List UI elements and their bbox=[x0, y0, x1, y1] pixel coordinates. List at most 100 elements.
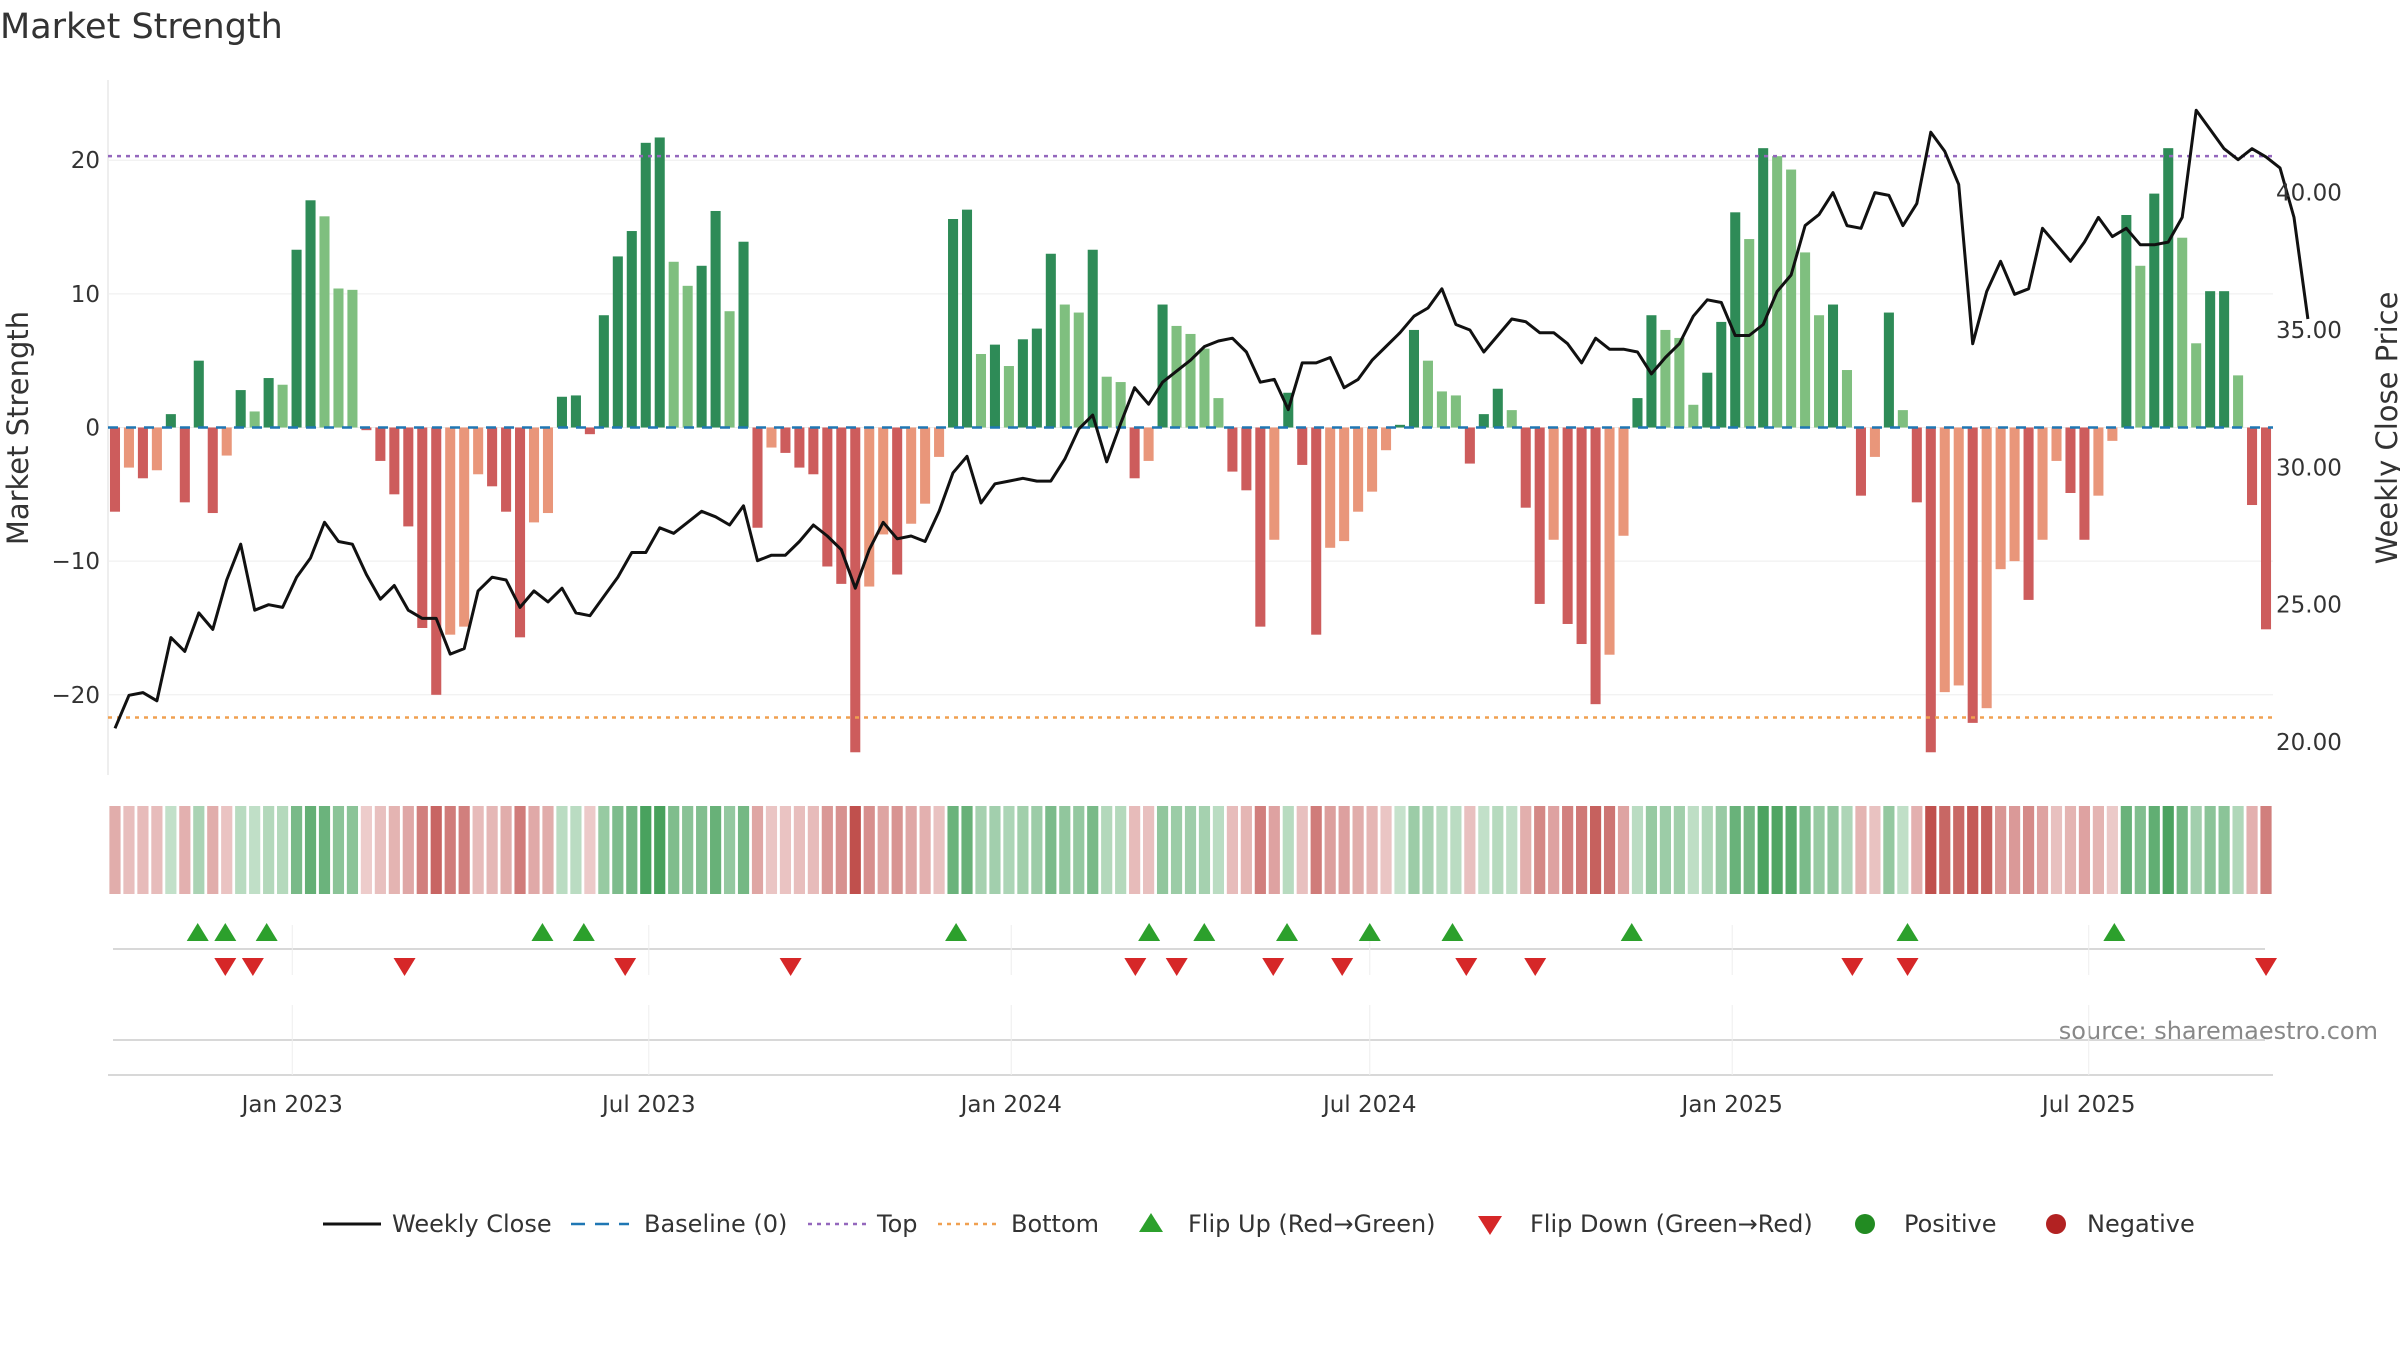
heat-cell bbox=[2106, 806, 2118, 894]
strength-bar bbox=[1450, 395, 1461, 428]
heat-cell bbox=[737, 806, 750, 894]
heat-cell bbox=[877, 806, 889, 894]
strength-bar bbox=[1157, 304, 1168, 428]
heat-cell bbox=[1911, 806, 1923, 894]
strength-bar bbox=[1953, 427, 1964, 686]
flip-down-marker bbox=[1455, 958, 1478, 976]
strength-bar bbox=[1227, 427, 1238, 472]
legend-label: Bottom bbox=[1011, 1210, 1099, 1238]
strength-bar bbox=[249, 411, 260, 428]
legend-label: Weekly Close bbox=[392, 1210, 552, 1238]
heat-cell bbox=[556, 806, 568, 894]
strength-bar bbox=[207, 427, 218, 514]
strength-bar bbox=[1478, 414, 1489, 428]
heat-cell bbox=[1617, 806, 1630, 894]
heat-cell bbox=[1799, 806, 1811, 894]
x-tick-label: Jul 2023 bbox=[600, 1092, 696, 1118]
heat-cell bbox=[1198, 806, 1211, 894]
strength-bar bbox=[766, 427, 777, 448]
strength-bar bbox=[1241, 427, 1252, 491]
y-axis-label: Market Strength bbox=[1, 311, 35, 545]
heat-cell bbox=[430, 806, 442, 894]
strength-bar bbox=[179, 427, 190, 503]
heat-cell bbox=[1478, 806, 1490, 894]
strength-bar bbox=[1031, 328, 1042, 428]
heat-cell bbox=[1087, 806, 1099, 894]
y-tick-label: 10 bbox=[71, 282, 100, 308]
heat-cell bbox=[2246, 806, 2258, 894]
heat-cell bbox=[1757, 806, 1769, 894]
heat-cell bbox=[891, 806, 903, 894]
strength-bar bbox=[920, 427, 931, 504]
strength-bar bbox=[975, 353, 987, 428]
y2-tick-label: 20.00 bbox=[2276, 730, 2342, 756]
heat-cell bbox=[1240, 806, 1252, 894]
heat-cell bbox=[1184, 806, 1197, 894]
strength-bar bbox=[193, 360, 204, 428]
heat-cell bbox=[109, 806, 121, 894]
strength-bar bbox=[640, 142, 651, 428]
heat-cell bbox=[612, 806, 624, 894]
heat-cell bbox=[2148, 806, 2160, 894]
heat-cell bbox=[1603, 806, 1616, 894]
strength-bar bbox=[263, 378, 274, 428]
heat-cell bbox=[2232, 806, 2244, 894]
heat-cell bbox=[1422, 806, 1434, 894]
strength-bar bbox=[878, 427, 889, 535]
strength-bar bbox=[1562, 427, 1573, 624]
strength-bar bbox=[1003, 366, 1014, 428]
heat-cell bbox=[1813, 806, 1825, 894]
heat-cell bbox=[1855, 806, 1867, 894]
x-tick-label: Jan 2025 bbox=[1680, 1092, 1783, 1118]
flip-down-marker bbox=[614, 958, 637, 976]
legend-swatch-flip-up bbox=[1139, 1213, 1163, 1232]
heat-cell bbox=[1981, 806, 1993, 894]
heat-cell bbox=[905, 806, 917, 894]
heat-cell bbox=[318, 806, 331, 894]
legend-swatch-negative bbox=[2046, 1214, 2066, 1234]
y2-tick-label: 35.00 bbox=[2276, 318, 2342, 344]
strength-bar bbox=[2149, 193, 2160, 428]
flip-up-marker bbox=[1276, 923, 1299, 941]
heat-cell bbox=[1450, 806, 1462, 894]
strength-bar bbox=[1269, 427, 1280, 540]
strength-bar bbox=[2079, 427, 2090, 540]
y-tick-label: 20 bbox=[71, 148, 100, 174]
flip-down-marker bbox=[1124, 958, 1147, 976]
heat-cell bbox=[1101, 806, 1113, 894]
strength-bar bbox=[1325, 427, 1336, 548]
strength-bar bbox=[431, 427, 442, 695]
flip-up-marker bbox=[255, 923, 278, 941]
heat-cell bbox=[1771, 806, 1783, 894]
strength-bar bbox=[542, 427, 554, 514]
heat-cell bbox=[360, 806, 372, 894]
flip-down-marker bbox=[1165, 958, 1188, 976]
heat-cell bbox=[374, 806, 386, 894]
strength-bar bbox=[808, 427, 819, 475]
strength-bar bbox=[1897, 410, 1908, 428]
heat-cell bbox=[277, 806, 289, 894]
strength-bar bbox=[1939, 427, 1950, 693]
heat-cell bbox=[332, 806, 345, 894]
strength-bar bbox=[1590, 427, 1601, 705]
strength-bar bbox=[1199, 348, 1210, 428]
heat-cell bbox=[2204, 806, 2216, 894]
heat-cell bbox=[235, 806, 247, 894]
heat-cell bbox=[1687, 806, 1699, 894]
strength-bar bbox=[1632, 398, 1643, 428]
heat-cell bbox=[1869, 806, 1881, 894]
strength-bar bbox=[1171, 325, 1182, 428]
flip-up-marker bbox=[1358, 923, 1381, 941]
heat-cell bbox=[1156, 806, 1169, 894]
strength-bar bbox=[291, 249, 302, 428]
heat-cell bbox=[402, 806, 414, 894]
strength-bar bbox=[1841, 370, 1853, 428]
x-tick-label: Jul 2025 bbox=[2040, 1092, 2136, 1118]
strength-bar bbox=[1995, 427, 2006, 570]
flip-up-marker bbox=[186, 923, 209, 941]
heat-cell bbox=[723, 806, 736, 894]
strength-bar bbox=[1394, 424, 1406, 428]
weekly-close-line bbox=[113, 108, 2310, 729]
flip-up-marker bbox=[1620, 923, 1643, 941]
legend-label: Baseline (0) bbox=[644, 1210, 787, 1238]
